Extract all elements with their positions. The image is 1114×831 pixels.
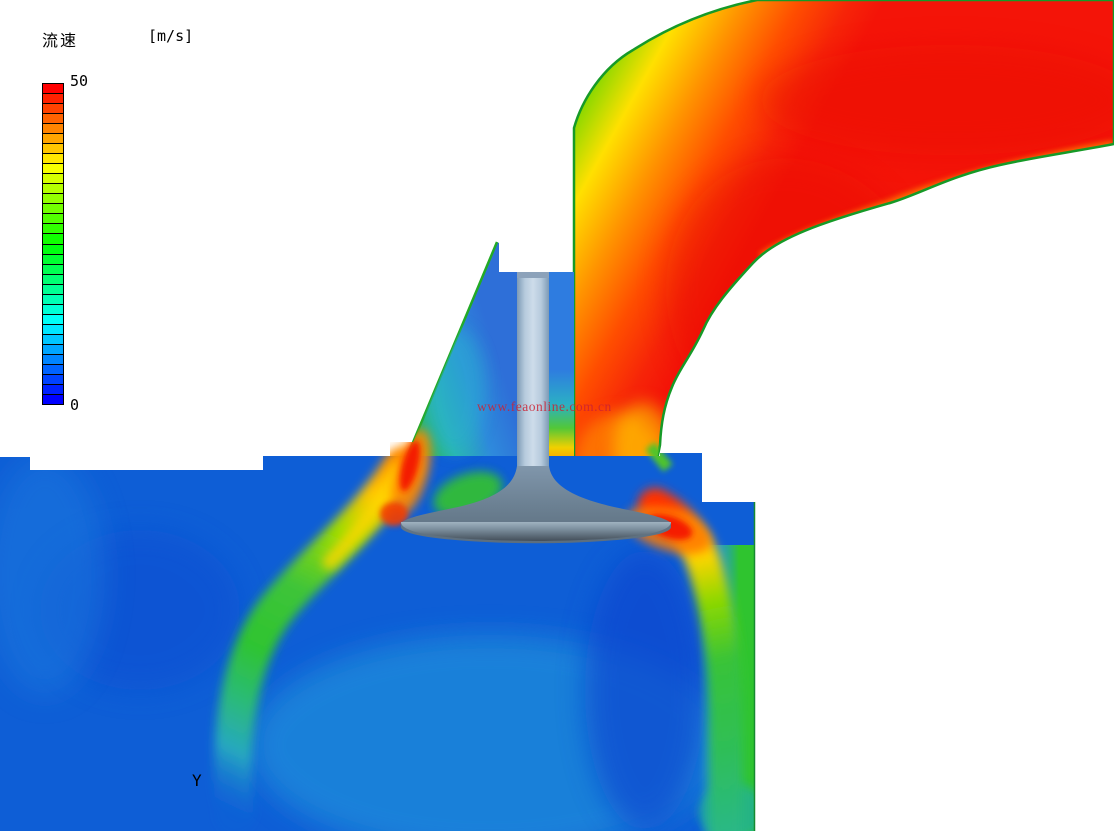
- colorbar-cell: [43, 244, 63, 255]
- colorbar-cell: [43, 164, 63, 175]
- y-axis-label: Y: [192, 771, 202, 790]
- cylinder-dark-blue: [585, 550, 705, 830]
- colorbar-cell: [43, 94, 63, 105]
- valve-stem-cap: [517, 272, 549, 278]
- port-dark-red-zone: [760, 45, 1114, 155]
- colorbar-cell: [43, 354, 63, 365]
- valve: [401, 272, 671, 544]
- colorbar-cell: [43, 184, 63, 195]
- colorbar-cell: [43, 284, 63, 295]
- legend-min-value: 0: [70, 396, 80, 414]
- seat-hot-spot-left-low: [380, 502, 408, 526]
- legend-title: 流速: [42, 31, 79, 50]
- colorbar-cell: [43, 214, 63, 225]
- seat-gap-green-connector: [645, 442, 673, 472]
- colorbar-cell: [43, 104, 63, 115]
- seat-hot-spot-left: [399, 440, 421, 492]
- cylinder-light-streak: [0, 455, 105, 695]
- colorbar-cell: [43, 194, 63, 205]
- colorbar-cell: [43, 254, 63, 265]
- colorbar-cell: [43, 114, 63, 125]
- colorbar-cell: [43, 234, 63, 245]
- colorbar-cell: [43, 134, 63, 145]
- colorbar-cell: [43, 394, 63, 404]
- colorbar-cell: [43, 264, 63, 275]
- colorbar-cell: [43, 304, 63, 315]
- colorbar-cell: [43, 84, 63, 95]
- valve-head-rim: [401, 522, 671, 541]
- valve-stem: [517, 272, 549, 480]
- colorbar-cell: [43, 144, 63, 155]
- colorbar-cell: [43, 364, 63, 375]
- colorbar-cell: [43, 124, 63, 135]
- legend-max-value: 50: [70, 72, 89, 90]
- legend-unit: [m/s]: [148, 27, 194, 45]
- colorbar-cell: [43, 384, 63, 395]
- colorbar-cell: [43, 204, 63, 215]
- stem-right-strip: [549, 272, 574, 467]
- colorbar-cell: [43, 344, 63, 355]
- jet-left-yellow-core: [322, 462, 406, 570]
- colorbar-cell: [43, 374, 63, 385]
- colorbar: [42, 83, 64, 405]
- colorbar-cell: [43, 314, 63, 325]
- colorbar-cell: [43, 174, 63, 185]
- colorbar-cell: [43, 324, 63, 335]
- colorbar-cell: [43, 274, 63, 285]
- watermark: www.feaonline.com.cn: [477, 399, 612, 414]
- colorbar-cell: [43, 294, 63, 305]
- colorbar-cell: [43, 154, 63, 165]
- colorbar-cell: [43, 334, 63, 345]
- colorbar-cell: [43, 224, 63, 235]
